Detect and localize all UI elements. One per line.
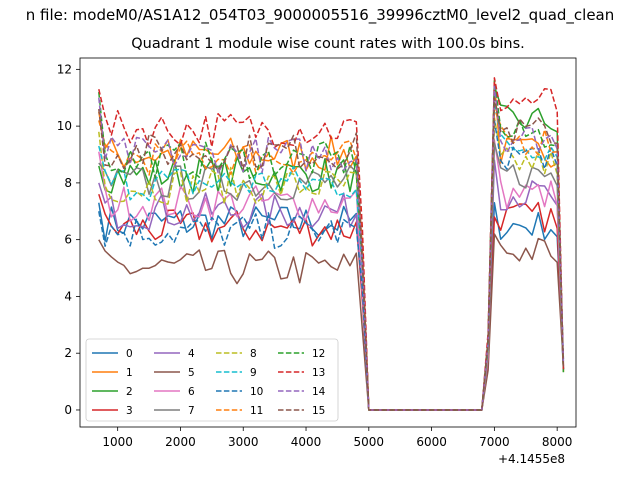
legend-label-4: 4 (188, 348, 195, 360)
x-tick-label: 7000 (479, 435, 510, 449)
legend-label-14: 14 (312, 386, 326, 398)
x-tick-label: 4000 (291, 435, 322, 449)
series-line-5 (98, 233, 565, 411)
y-tick-label: 4 (64, 289, 72, 303)
y-tick-label: 6 (64, 233, 72, 247)
legend-label-0: 0 (126, 348, 133, 360)
x-tick-label: 3000 (228, 435, 259, 449)
legend-label-10: 10 (250, 386, 263, 398)
x-tick-label: 2000 (165, 435, 196, 449)
legend-label-2: 2 (126, 386, 133, 398)
x-axis-offset-label: +4.1455e8 (498, 452, 566, 466)
legend-label-6: 6 (188, 386, 195, 398)
y-tick-label: 10 (57, 119, 72, 133)
x-tick-label: 5000 (354, 435, 385, 449)
x-tick-label: 6000 (416, 435, 447, 449)
y-tick-label: 12 (57, 62, 72, 76)
legend-label-11: 11 (250, 405, 263, 417)
legend-label-12: 12 (312, 348, 325, 360)
y-tick-label: 0 (64, 403, 72, 417)
legend-label-5: 5 (188, 367, 195, 379)
legend-box (85, 338, 339, 422)
x-tick-label: 8000 (542, 435, 573, 449)
figure-suptitle: n file: modeM0/AS1A12_054T03_9000005516_… (25, 6, 615, 24)
legend-label-9: 9 (250, 367, 257, 379)
chart-title: Quadrant 1 module wise count rates with … (131, 36, 525, 52)
legend-label-1: 1 (126, 367, 133, 379)
y-tick-label: 8 (64, 176, 72, 190)
series-line-15 (98, 96, 565, 411)
plot-frame (79, 57, 577, 428)
legend-label-3: 3 (126, 405, 133, 417)
x-tick-label: 1000 (102, 435, 133, 449)
legend-label-7: 7 (188, 405, 195, 417)
legend-label-15: 15 (312, 405, 325, 417)
y-tick-label: 2 (64, 346, 72, 360)
legend-label-8: 8 (250, 348, 257, 360)
legend-label-13: 13 (312, 367, 325, 379)
series-line-10 (98, 119, 565, 411)
